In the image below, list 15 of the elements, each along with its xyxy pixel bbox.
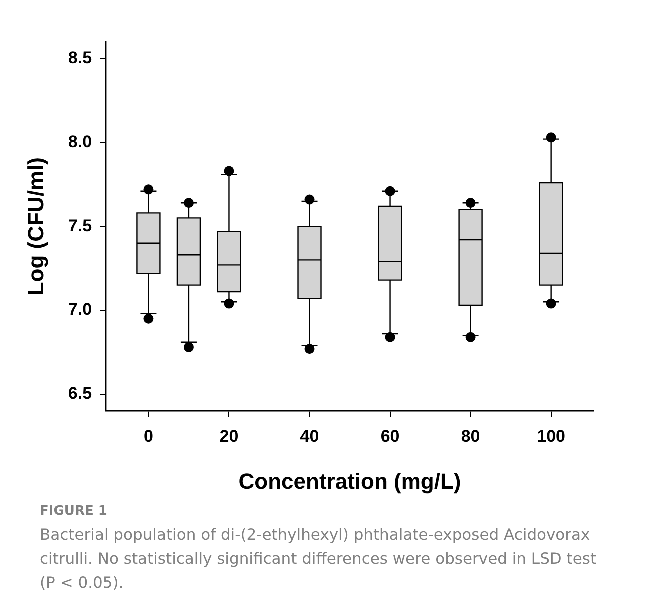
x-tick-label: 20 (220, 427, 239, 446)
text: Bacterial population of di-(2-ethylhexyl) phthalate-exposed Acidovorax citrulli. No statistically significant differences were observed in LSD test (P < 0.05). (40, 525, 598, 594)
y-tick-label: 7.5 (68, 216, 92, 236)
x-tick-label: 0 (144, 427, 154, 446)
x-tick-label: 60 (380, 427, 400, 446)
x-axis-title: Concentration (mg/L) (238, 468, 462, 494)
x-tick-label: 40 (300, 427, 320, 446)
caption: FIGURE 1 (40, 504, 108, 519)
x-tick-label: 80 (461, 427, 480, 446)
y-tick-label: 8.5 (68, 48, 92, 68)
y-tick-label: 7.0 (68, 300, 92, 320)
x-tick-label: 100 (537, 427, 566, 446)
y-axis-title: Log (CFU/ml) (23, 158, 48, 296)
y-tick-label: 8.0 (68, 132, 92, 152)
y-tick-label: 6.5 (68, 384, 92, 404)
